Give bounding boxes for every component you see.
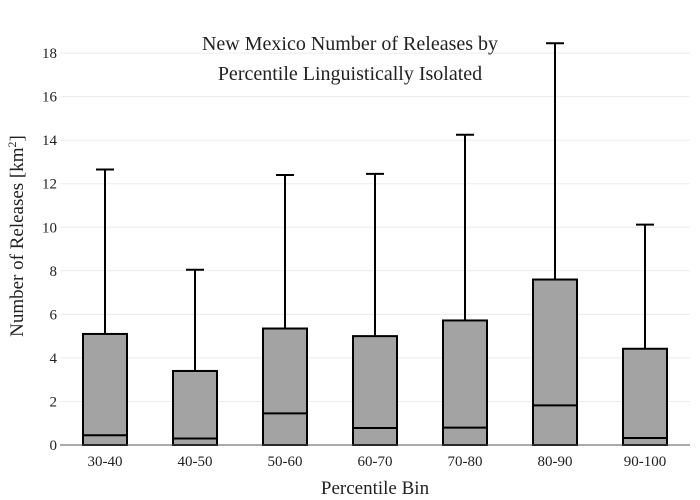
box-iqr [442,319,488,446]
box-40-50 [172,268,218,446]
y-tick-label: 18 [42,46,57,62]
y-tick-label: 6 [50,307,58,323]
box-90-100 [622,223,668,446]
box-iqr [622,347,668,446]
box-iqr [532,278,578,447]
y-tick-label: 10 [42,220,57,236]
y-axis-label-main: Number of Releases [km [7,147,28,337]
y-axis-label-close: ] [7,135,28,141]
x-tick-label: 70-80 [448,454,483,470]
box-60-70 [352,172,398,446]
y-tick-label: 0 [50,438,58,454]
y-tick-label: 12 [42,177,57,193]
x-tick-label: 60-70 [358,454,393,470]
box-iqr [262,327,308,446]
y-tick-labels: 0 2 4 6 8 10 12 14 16 18 [42,46,58,454]
box-iqr [82,332,128,446]
y-tick-label: 8 [50,264,58,280]
chart-title-line-1: New Mexico Number of Releases by [202,33,498,55]
y-tick-label: 14 [42,133,58,149]
chart-title-line-2: Percentile Linguistically Isolated [218,63,482,85]
x-tick-labels: 30-40 40-50 50-60 60-70 70-80 80-90 90-100 [88,454,667,470]
y-tick-label: 4 [50,351,58,367]
x-tick-label: 50-60 [268,454,303,470]
y-tick-label: 16 [42,90,58,106]
y-tick-label: 2 [50,394,58,410]
y-axis-label: Number of Releases [km2] [5,135,28,337]
box-50-60 [262,174,308,446]
x-axis-label: Percentile Bin [321,478,430,499]
x-tick-label: 40-50 [178,454,213,470]
box-iqr [172,369,218,446]
box-30-40 [82,168,128,446]
box-70-80 [442,133,488,446]
box-80-90 [532,42,578,447]
x-tick-label: 80-90 [538,454,573,470]
box-series [82,42,668,447]
x-tick-label: 90-100 [624,454,667,470]
y-axis-label-superscript: 2 [5,141,19,147]
x-tick-label: 30-40 [88,454,123,470]
